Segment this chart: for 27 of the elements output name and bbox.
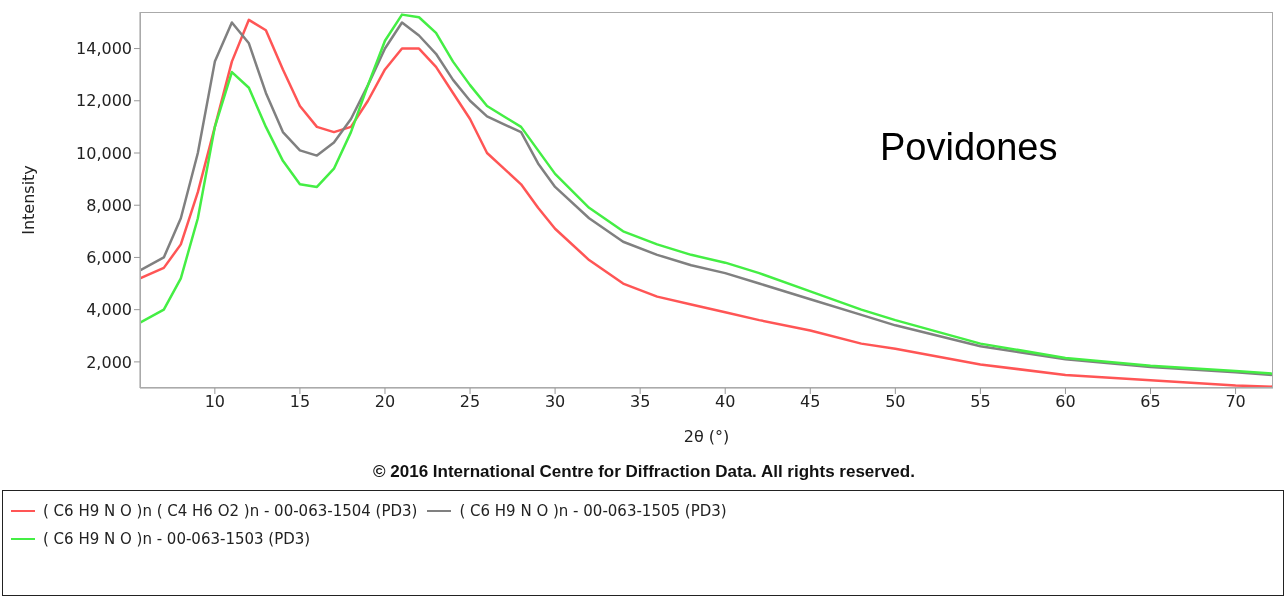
x-tick-label: 60 bbox=[1055, 392, 1076, 412]
y-tick-label: 12,000 bbox=[76, 91, 132, 111]
y-tick-label: 2,000 bbox=[86, 352, 132, 372]
x-tick-label: 65 bbox=[1140, 392, 1161, 412]
y-tick-label: 8,000 bbox=[86, 195, 132, 215]
x-tick-label: 55 bbox=[970, 392, 991, 412]
x-tick-label: 25 bbox=[459, 392, 481, 412]
x-tick-label: 45 bbox=[800, 392, 821, 412]
x-tick-label: 15 bbox=[289, 392, 311, 412]
x-tick-label: 50 bbox=[885, 392, 906, 412]
legend-label: ( C6 H9 N O )n ( C4 H6 O2 )n - 00-063-1504 (PD3) bbox=[43, 502, 418, 520]
x-axis-title: 2θ (°) bbox=[683, 427, 730, 446]
annotation: Povidones bbox=[880, 126, 1058, 169]
text: © 2016 International Centre for Diffraction Data. All rights reserved. bbox=[372, 462, 916, 482]
x-tick-label: 20 bbox=[374, 392, 396, 412]
x-tick-label: 40 bbox=[715, 392, 736, 412]
y-tick-label: 6,000 bbox=[86, 248, 132, 268]
y-tick-label: 10,000 bbox=[76, 143, 132, 163]
x-tick-label: 35 bbox=[629, 392, 651, 412]
y-tick-label: 4,000 bbox=[86, 300, 132, 320]
y-tick-label: 14,000 bbox=[76, 39, 132, 59]
legend-label: ( C6 H9 N O )n - 00-063-1505 (PD3) bbox=[459, 502, 727, 520]
legend-label: ( C6 H9 N O )n - 00-063-1503 (PD3) bbox=[43, 530, 311, 548]
x-tick-label: 70 bbox=[1225, 392, 1246, 412]
y-axis-title: Intensity bbox=[18, 165, 38, 235]
x-tick-label: 30 bbox=[544, 392, 566, 412]
x-tick-label: 10 bbox=[204, 392, 226, 412]
